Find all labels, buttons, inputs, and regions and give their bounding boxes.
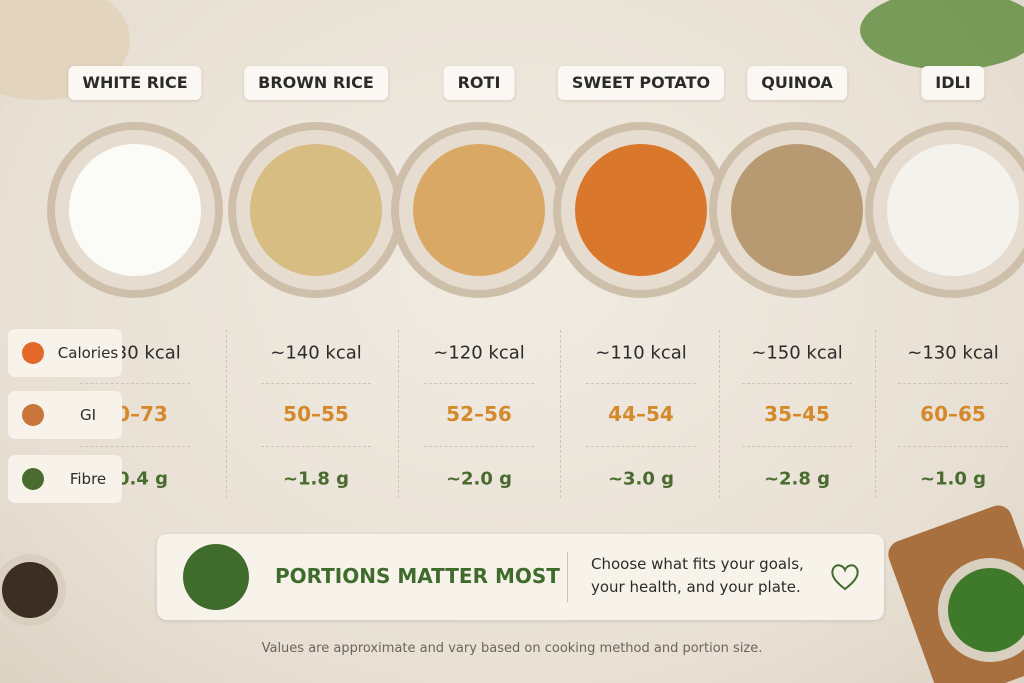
food-label: SWEET POTATO — [557, 66, 725, 100]
food — [413, 144, 545, 276]
banner-text: your health, and your plate. — [591, 578, 801, 596]
divider — [567, 552, 568, 602]
gi-value: 44–54 — [608, 402, 674, 426]
food-label: BROWN RICE — [244, 66, 388, 100]
calories-value: ~130 kcal — [907, 342, 999, 364]
row-separator — [80, 446, 190, 447]
food — [250, 144, 382, 276]
row-separator — [586, 383, 696, 384]
row-separator — [742, 446, 852, 447]
food — [69, 144, 201, 276]
calories-value: ~140 kcal — [270, 342, 362, 364]
fibre-value: ~1.8 g — [282, 468, 350, 490]
gi-value: 50–55 — [283, 402, 349, 426]
row-label: Calories — [8, 329, 122, 377]
row-label-text: Calories — [57, 344, 119, 362]
gi-value: 35–45 — [764, 402, 830, 426]
banner: PORTIONS MATTER MOST Choose what fits yo… — [157, 534, 884, 620]
calories-value: ~110 kcal — [595, 342, 687, 364]
column-separator — [719, 330, 720, 498]
food — [887, 144, 1019, 276]
calories-value: ~150 kcal — [751, 342, 843, 364]
row-label-text: GI — [79, 406, 97, 424]
row-label: Fibre — [8, 455, 122, 503]
row-label: GI — [8, 391, 122, 439]
fibre-value: ~2.0 g — [445, 468, 513, 490]
column-separator — [560, 330, 561, 498]
banner-title: PORTIONS MATTER MOST — [275, 564, 560, 588]
fibre-value: ~3.0 g — [607, 468, 675, 490]
row-separator — [80, 383, 190, 384]
food-label: QUINOA — [747, 66, 847, 100]
column-separator — [875, 330, 876, 498]
food — [731, 144, 863, 276]
banner-text: Choose what fits your goals, — [591, 555, 804, 573]
food-label: WHITE RICE — [68, 66, 202, 100]
row-separator — [424, 446, 534, 447]
row-separator — [586, 446, 696, 447]
row-separator — [261, 446, 371, 447]
gi-value: 52–56 — [446, 402, 512, 426]
row-label-text: Fibre — [69, 470, 107, 488]
row-separator — [261, 383, 371, 384]
heart-icon — [831, 564, 859, 591]
food-label: IDLI — [921, 66, 985, 100]
row-separator — [898, 446, 1008, 447]
row-separator — [742, 383, 852, 384]
footnote: Values are approximate and vary based on… — [261, 641, 763, 656]
banner-icon — [183, 544, 249, 610]
row-separator — [898, 383, 1008, 384]
column-separator — [225, 330, 227, 498]
food-label: ROTI — [443, 66, 515, 100]
row-separator — [424, 383, 534, 384]
coriander — [948, 568, 1024, 652]
calories-value: ~120 kcal — [433, 342, 525, 364]
pepper — [2, 562, 58, 618]
herbs — [860, 0, 1024, 70]
fibre-value: ~2.8 g — [763, 468, 831, 490]
gi-value: 60–65 — [920, 402, 986, 426]
fibre-value: ~1.0 g — [919, 468, 987, 490]
column-separator — [397, 330, 399, 498]
food — [575, 144, 707, 276]
